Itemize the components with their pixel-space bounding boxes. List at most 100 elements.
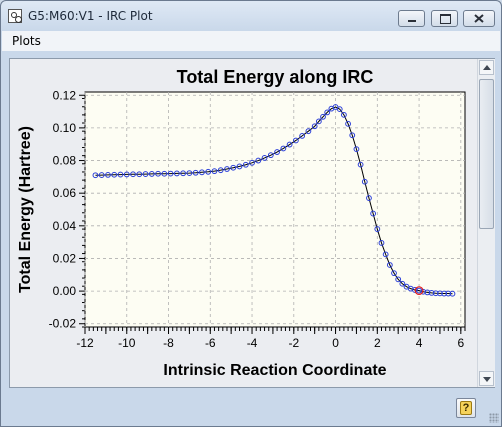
data-point: [428, 289, 435, 296]
data-point: [161, 170, 168, 177]
data-point: [274, 149, 280, 155]
data-point: [249, 159, 255, 166]
data-point: [349, 132, 356, 139]
y-tick-label: 0.02: [53, 251, 77, 265]
data-point: [386, 262, 393, 268]
data-point: [411, 287, 418, 293]
y-tick-label: 0.04: [53, 219, 77, 233]
data-point: [315, 118, 322, 125]
data-point: [192, 169, 199, 176]
x-tick-label: -4: [247, 336, 258, 350]
minimize-icon: [408, 20, 416, 22]
data-point: [299, 132, 306, 139]
data-point: [255, 157, 262, 164]
scroll-thumb[interactable]: [479, 79, 494, 229]
data-point: [366, 195, 372, 201]
data-point: [92, 172, 99, 179]
y-tick-label: 0.12: [53, 88, 77, 102]
data-point: [391, 270, 397, 277]
data-point: [305, 128, 312, 135]
data-point: [441, 290, 448, 297]
x-tick-label: -10: [118, 336, 136, 350]
data-point: [345, 120, 351, 127]
x-tick-label: -12: [76, 336, 94, 350]
x-tick-label: -2: [288, 336, 299, 350]
y-tick-label: 0.08: [53, 154, 77, 168]
data-point: [173, 170, 180, 177]
help-button[interactable]: ?: [456, 398, 476, 418]
vertical-scrollbar[interactable]: [477, 59, 495, 387]
x-axis-label: Intrinsic Reaction Coordinate: [163, 362, 386, 379]
data-point: [280, 145, 287, 152]
minimize-button[interactable]: [398, 10, 425, 27]
x-tick-label: -6: [205, 336, 216, 350]
data-point: [155, 170, 161, 177]
data-point: [378, 240, 385, 246]
close-button[interactable]: [463, 10, 495, 27]
data-point: [199, 169, 205, 176]
data-point: [224, 166, 230, 172]
data-point: [98, 172, 105, 178]
data-point: [361, 178, 368, 185]
chart-title: Total Energy along IRC: [177, 67, 374, 87]
data-point: [320, 113, 326, 120]
resize-grip[interactable]: [489, 413, 499, 423]
data-point: [267, 152, 274, 159]
data-point: [336, 106, 343, 113]
data-point: [205, 168, 212, 175]
data-point: [180, 170, 187, 177]
y-tick-label: 0.10: [53, 121, 77, 135]
data-point: [370, 210, 377, 217]
data-point: [142, 171, 149, 177]
x-tick-label: 0: [332, 336, 339, 350]
y-axis-label: Total Energy (Hartree): [17, 126, 34, 293]
data-point: [424, 289, 431, 296]
data-point: [311, 123, 318, 130]
y-tick-label: 0.00: [53, 284, 77, 298]
help-icon: ?: [460, 401, 472, 415]
title-bar[interactable]: G5:M60:V1 - IRC Plot: [1, 1, 501, 31]
gaussview-app-icon[interactable]: [8, 9, 22, 23]
data-point: [324, 109, 331, 116]
y-tick-label: -0.02: [49, 317, 77, 331]
scroll-down-button[interactable]: [479, 371, 494, 386]
data-point: [382, 251, 389, 258]
chevron-down-icon: [483, 377, 491, 382]
irc-energy-chart: Total Energy along IRC Intrinsic Reaction…: [17, 67, 466, 379]
data-point: [217, 167, 224, 174]
data-point: [130, 171, 136, 178]
data-point: [117, 171, 124, 178]
current-point-marker: [414, 286, 424, 296]
close-icon: [474, 14, 484, 23]
menu-plots[interactable]: Plots: [12, 34, 41, 48]
data-point: [230, 164, 237, 171]
data-point: [123, 171, 130, 178]
data-point: [186, 170, 193, 177]
x-tick-label: -8: [163, 336, 174, 350]
data-point: [432, 290, 439, 297]
data-point: [341, 111, 347, 118]
data-point: [445, 290, 452, 297]
x-tick-label: 6: [457, 336, 464, 350]
y-tick-label: 0.06: [53, 186, 77, 200]
plot-background: [84, 91, 466, 328]
menu-bar: Plots: [2, 31, 500, 51]
data-point: [437, 290, 443, 297]
data-point: [353, 146, 360, 153]
maximize-icon: [440, 14, 451, 24]
data-point: [167, 170, 174, 177]
window-title: G5:M60:V1 - IRC Plot: [28, 9, 153, 23]
data-point: [261, 155, 268, 161]
data-point: [395, 276, 402, 283]
data-point: [236, 163, 243, 170]
data-point: [357, 161, 364, 168]
data-point: [286, 141, 293, 148]
scroll-up-button[interactable]: [479, 60, 494, 75]
data-point: [105, 172, 111, 178]
maximize-button[interactable]: [431, 10, 458, 27]
x-tick-label: 2: [374, 336, 381, 350]
data-point: [399, 280, 406, 287]
chevron-up-icon: [483, 65, 491, 70]
x-tick-label: 4: [416, 336, 423, 350]
